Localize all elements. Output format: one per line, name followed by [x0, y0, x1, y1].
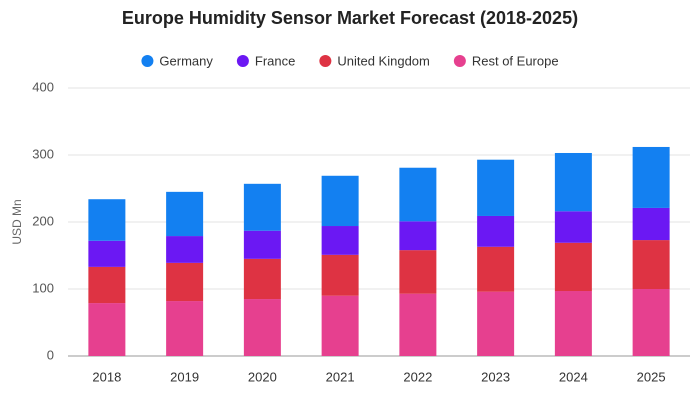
x-tick-label: 2024: [559, 369, 588, 384]
legend-item: United Kingdom: [319, 53, 430, 68]
legend-label: France: [255, 53, 295, 68]
bar-segment: [477, 246, 515, 292]
bar-segment: [632, 240, 670, 289]
bar-segment: [88, 303, 126, 356]
x-tick-label: 2019: [170, 369, 199, 384]
bar-segment: [243, 299, 281, 356]
bar-segment: [88, 266, 126, 304]
bar-segment: [166, 236, 204, 263]
bar-segment: [321, 254, 359, 296]
legend-label: United Kingdom: [337, 53, 430, 68]
bar-segment: [88, 240, 126, 267]
bar-segment: [399, 221, 437, 251]
legend-marker: [141, 55, 154, 67]
bar-segment: [632, 207, 670, 241]
y-tick-label: 200: [32, 213, 54, 228]
legend-marker: [319, 55, 332, 67]
bar-segment: [632, 289, 670, 356]
bar-segment: [399, 167, 437, 222]
y-axis-label: USD Mn: [10, 199, 24, 244]
legend-marker: [453, 55, 466, 67]
legend-label: Rest of Europe: [472, 53, 559, 68]
bar-segment: [88, 199, 126, 241]
x-tick-label: 2018: [92, 369, 121, 384]
bar-segment: [554, 291, 592, 356]
bar-segment: [321, 175, 359, 227]
bar-segment: [632, 146, 670, 208]
bar-segment: [554, 242, 592, 292]
legend: Germany France United Kingdom Rest of Europ…: [141, 53, 559, 68]
x-tick-label: 2022: [403, 369, 432, 384]
x-tick-label: 2020: [248, 369, 277, 384]
bar-segment: [321, 226, 359, 255]
bar-segment: [243, 230, 281, 259]
bar-segment: [166, 262, 204, 302]
bar-segment: [166, 191, 204, 237]
legend-item: France: [236, 53, 295, 68]
bar-segment: [477, 215, 515, 247]
legend-label: Germany: [159, 53, 213, 68]
legend-item: Germany: [141, 53, 213, 68]
y-tick-label: 300: [32, 146, 54, 161]
bar-segment: [243, 258, 281, 300]
y-tick-label: 400: [32, 79, 54, 94]
x-tick-label: 2025: [637, 369, 666, 384]
bar-segment: [554, 211, 592, 243]
x-tick-label: 2021: [326, 369, 355, 384]
legend-item: Rest of Europe: [453, 53, 559, 68]
chart-title: Europe Humidity Sensor Market Forecast (…: [122, 8, 578, 28]
bar-segment: [477, 159, 515, 216]
bar-segment: [399, 293, 437, 356]
x-tick-label: 2023: [481, 369, 510, 384]
y-tick-label: 0: [47, 347, 54, 362]
bar-segment: [243, 183, 281, 231]
bar-segment: [166, 301, 204, 356]
bar-segment: [321, 295, 359, 356]
bar-segment: [399, 250, 437, 294]
legend-marker: [236, 55, 249, 67]
y-tick-label: 100: [32, 280, 54, 295]
bar-segment: [554, 152, 592, 212]
bar-segment: [477, 291, 515, 356]
